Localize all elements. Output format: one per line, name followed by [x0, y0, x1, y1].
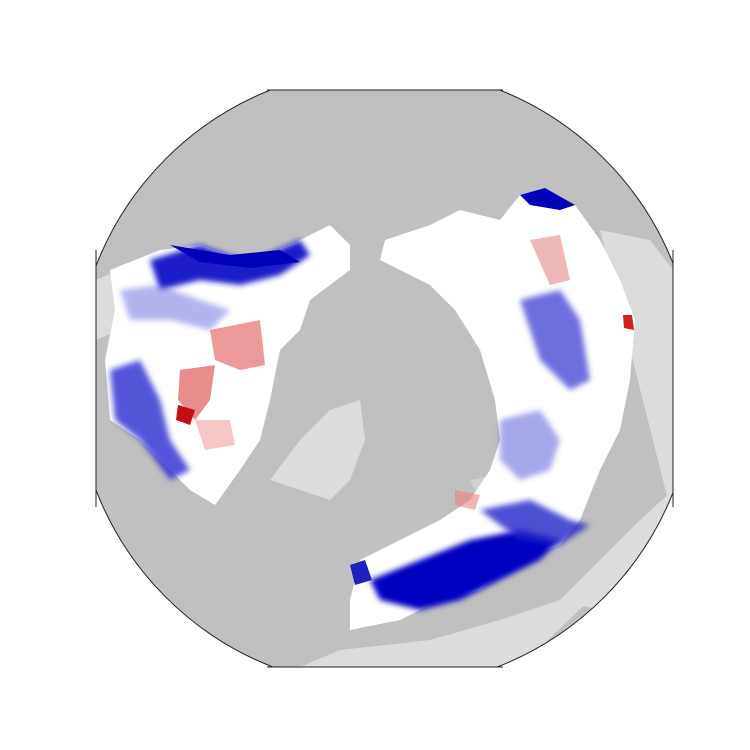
north-america-data: [105, 225, 350, 505]
frame-edges: [95, 89, 674, 668]
globe: [96, 90, 673, 667]
eurasia-data: [350, 188, 635, 630]
map-area: [96, 90, 673, 667]
